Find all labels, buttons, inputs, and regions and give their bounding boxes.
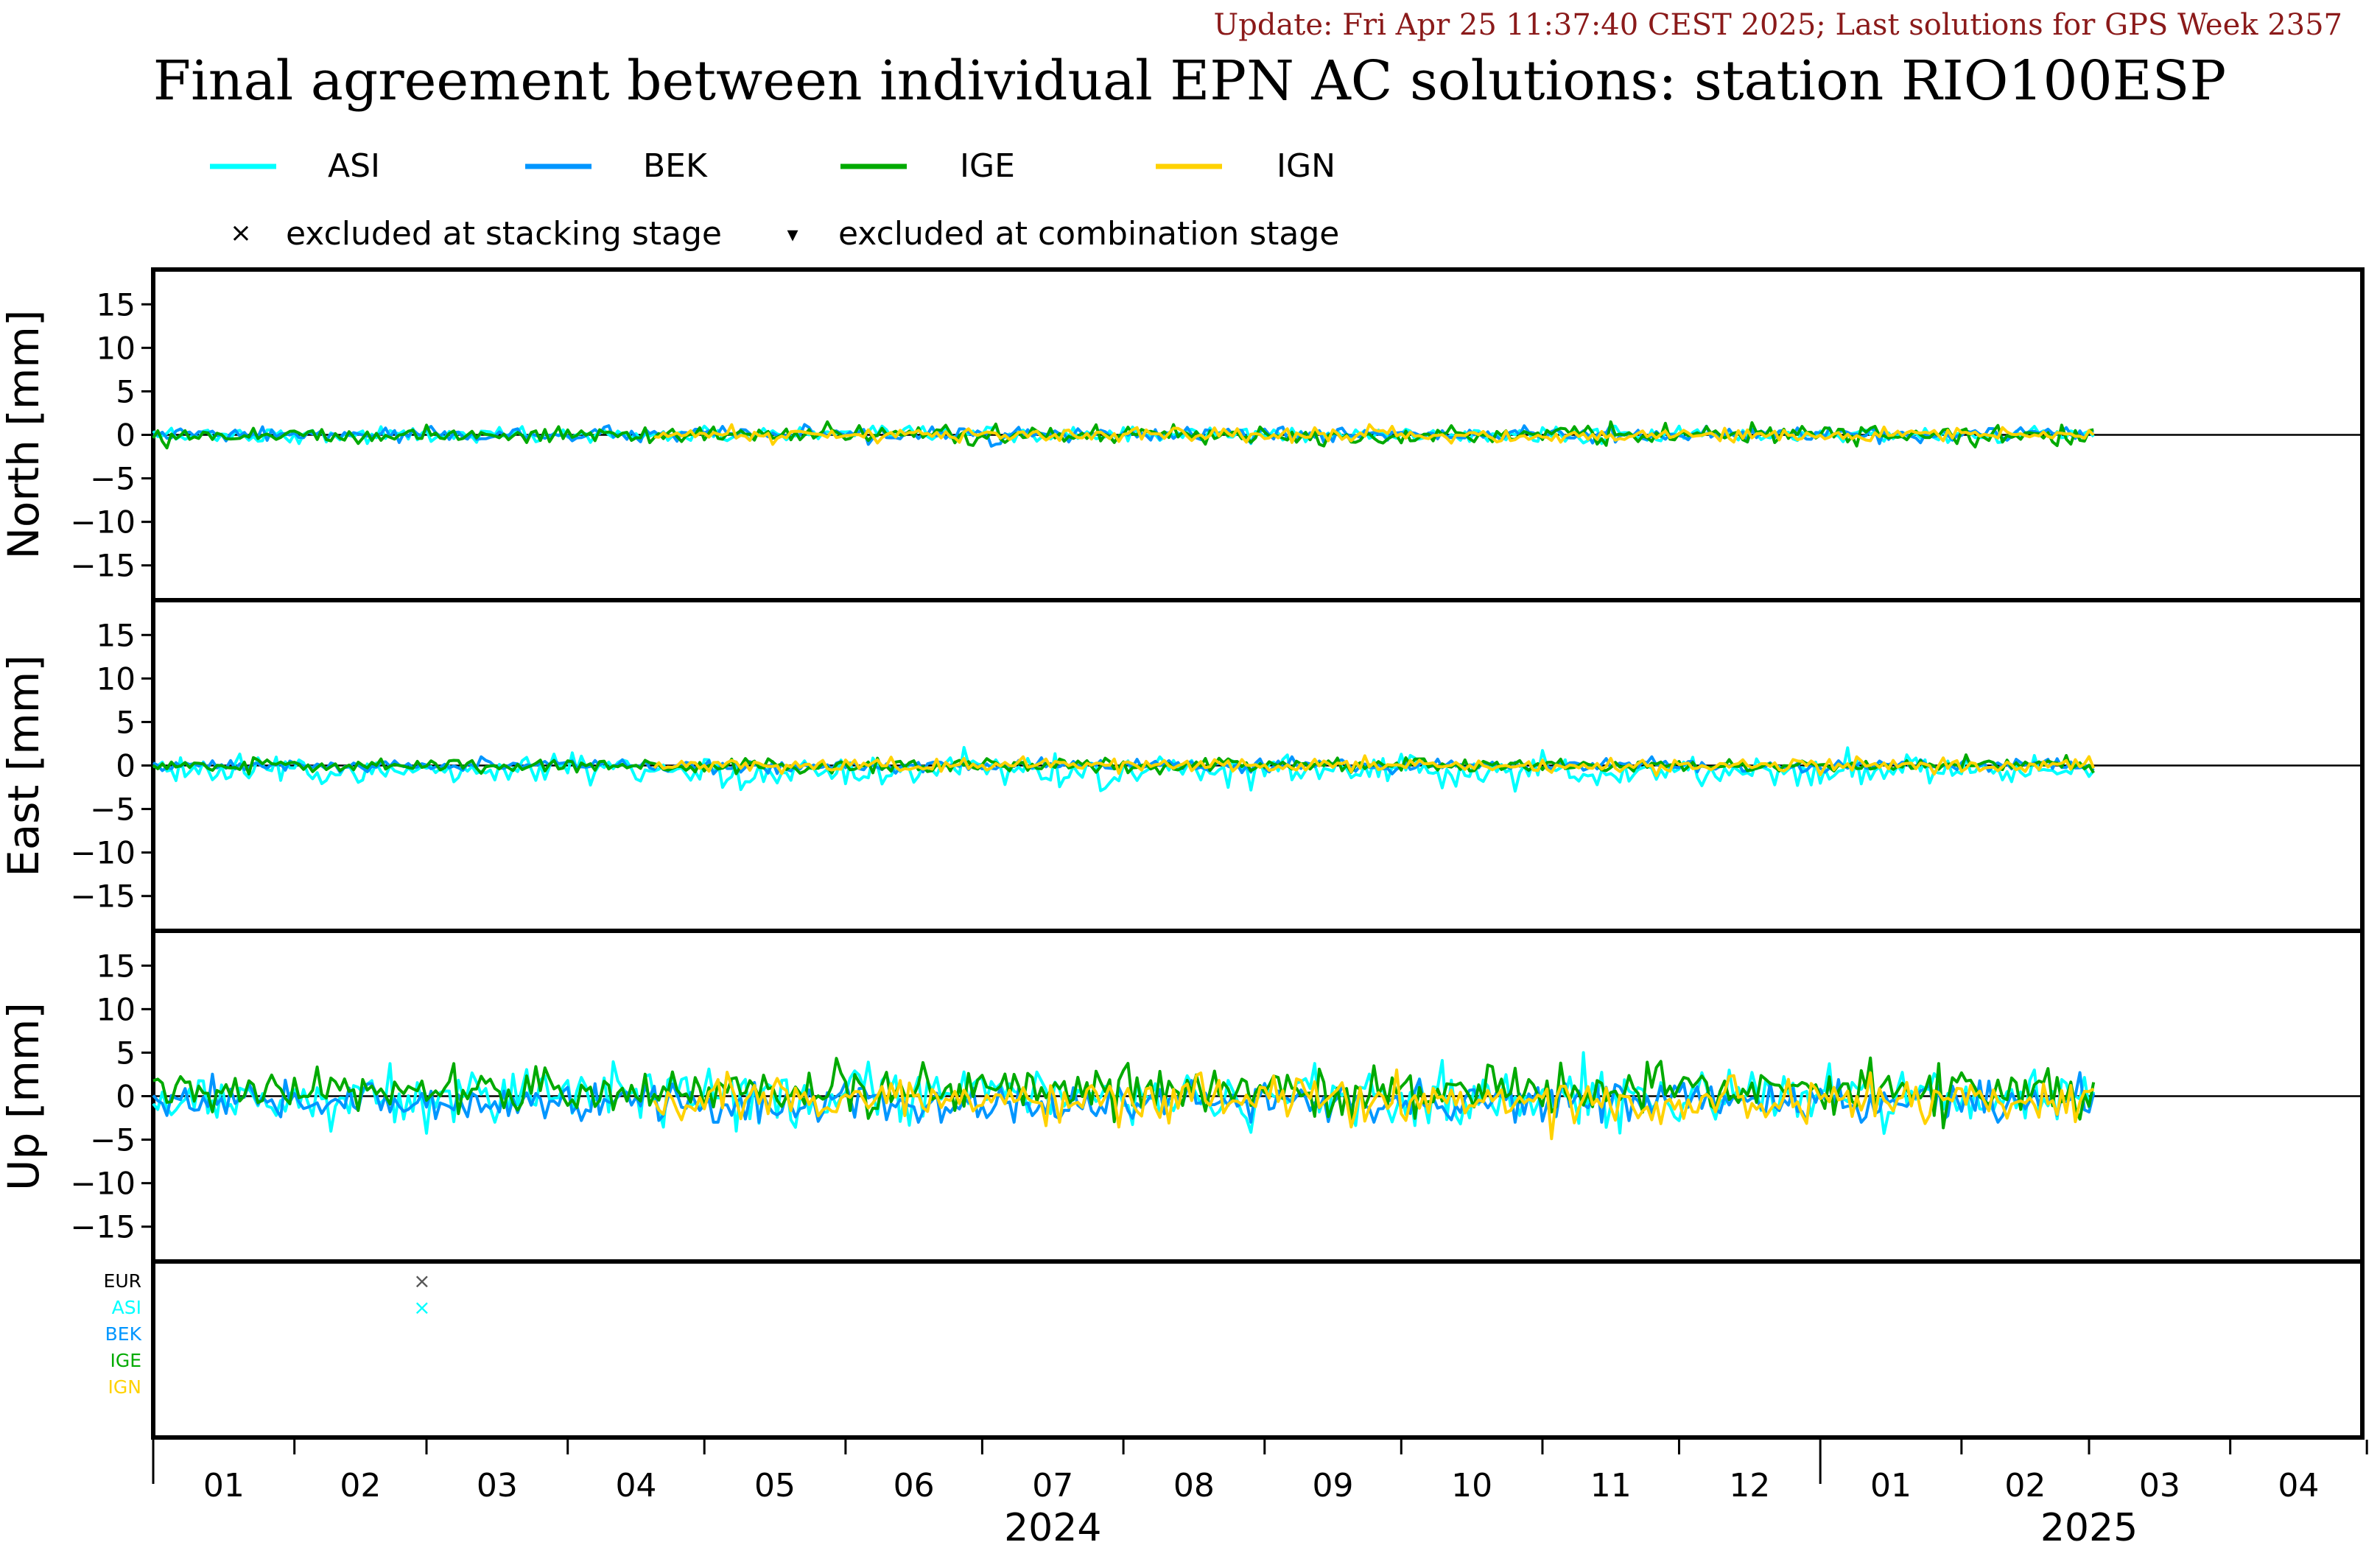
- series-ign-up: [653, 1068, 2095, 1141]
- panel-east-series: [152, 746, 2096, 793]
- exclusion-row-ige: IGE: [110, 1350, 141, 1371]
- x-axis-month-label: 01: [1870, 1467, 1912, 1504]
- legend-label-asi: ASI: [328, 147, 380, 185]
- x-axis-month-label: 04: [615, 1467, 656, 1504]
- panel-east-ytick-label: 10: [96, 661, 136, 697]
- exclusion-panel-frame: [151, 1259, 2365, 1440]
- exclusion-row-eur: EUR: [104, 1270, 141, 1292]
- exclusion-row-ign: IGN: [108, 1376, 141, 1398]
- x-axis-month-label: 08: [1173, 1467, 1215, 1504]
- panel-east-ytick-label: 15: [96, 617, 136, 653]
- series-ige-up: [152, 1056, 2096, 1130]
- x-axis-month-label: 10: [1451, 1467, 1492, 1504]
- x-axis-year-labels: 2024 2025: [1004, 1506, 2138, 1545]
- exclusion-row-bek: BEK: [105, 1323, 142, 1345]
- exclusion-mark: ×: [413, 1295, 430, 1320]
- series-ign-north: [654, 423, 2095, 446]
- legend-marker-stacking-label: excluded at stacking stage: [286, 215, 722, 253]
- exclusion-mark: ×: [413, 1269, 430, 1293]
- legend-item-ige: IGE: [840, 147, 1015, 185]
- legend: ASI BEK IGE IGN × excluded at stacking s…: [210, 147, 1339, 253]
- series-asi-up: [152, 1051, 2096, 1136]
- legend-label-ige: IGE: [960, 147, 1015, 185]
- x-axis-year-label: 2025: [2040, 1506, 2138, 1545]
- panel-east-ytick-label: 5: [116, 704, 136, 740]
- panel-east-ylabel: East [mm]: [0, 655, 49, 877]
- panel-north-ylabel: North [mm]: [0, 310, 49, 560]
- panel-up-ytick-label: 10: [96, 991, 136, 1027]
- update-text: Update: Fri Apr 25 11:37:40 CEST 2025; L…: [1214, 8, 2342, 42]
- series-asi-north: [152, 424, 2095, 446]
- panel-east-ytick-label: −15: [70, 879, 136, 915]
- x-axis-month-label: 02: [340, 1467, 381, 1504]
- x-axis-month-label: 06: [894, 1467, 935, 1504]
- panel-up: Up [mm] 15 10 5 0 −5 −10 −15: [0, 929, 2365, 1264]
- panel-north-ytick-label: 10: [96, 330, 136, 366]
- panel-north-ytick-label: 0: [116, 418, 136, 454]
- panel-up-ylabel: Up [mm]: [0, 1002, 49, 1191]
- x-axis-month-label: 04: [2278, 1467, 2319, 1504]
- panel-north-ytick-label: 15: [96, 286, 136, 323]
- panel-east-ytick-label: −10: [70, 835, 136, 871]
- panel-up-ytick-label: −15: [70, 1209, 136, 1245]
- panel-up-series: [152, 1051, 2096, 1141]
- panel-east-ytick-label: −5: [90, 792, 136, 828]
- panel-up-ytick-label: −5: [90, 1122, 136, 1158]
- legend-marker-combination-icon: ▾: [787, 222, 798, 247]
- panel-up-ytick-label: 15: [96, 948, 136, 984]
- x-axis-month-label: 09: [1313, 1467, 1354, 1504]
- legend-marker-stacking-icon: ×: [230, 218, 252, 248]
- panel-north-ytick-label: −15: [70, 548, 136, 584]
- panel-up-ytick-label: −10: [70, 1166, 136, 1202]
- legend-marker-combination-label: excluded at combination stage: [838, 215, 1339, 253]
- exclusion-marks: ××: [413, 1269, 430, 1320]
- x-axis-ticks: [152, 1440, 2368, 1484]
- x-axis-month-label: 07: [1032, 1467, 1073, 1504]
- legend-item-ign: IGN: [1156, 147, 1335, 185]
- panel-up-ytick-label: 0: [116, 1079, 136, 1115]
- legend-item-asi: ASI: [210, 147, 380, 185]
- x-axis-year-label: 2024: [1004, 1506, 1101, 1545]
- panel-north-ytick-label: −5: [90, 461, 136, 497]
- legend-label-bek: BEK: [643, 147, 708, 185]
- panel-up-ytick-label: 5: [116, 1035, 136, 1071]
- x-axis-month-labels: 01 02 03 04 05 06 07 08 09 10 11 12 01 02 03 04: [203, 1467, 2320, 1504]
- x-axis-month-label: 03: [2139, 1467, 2180, 1504]
- x-axis-month-label: 01: [203, 1467, 245, 1504]
- panel-east-ytick-label: 0: [116, 748, 136, 784]
- panel-east: East [mm] 15 10 5 0 −5 −10 −15: [0, 598, 2365, 933]
- legend-label-ign: IGN: [1277, 147, 1335, 185]
- panel-north-series: [152, 420, 2095, 450]
- panel-north-ytick-label: −10: [70, 504, 136, 541]
- panel-north-ytick-label: 5: [116, 373, 136, 409]
- exclusion-row-asi: ASI: [112, 1297, 141, 1318]
- legend-item-bek: BEK: [525, 147, 708, 185]
- x-axis-month-label: 12: [1729, 1467, 1770, 1504]
- x-axis-month-label: 05: [754, 1467, 796, 1504]
- x-axis-month-label: 02: [2004, 1467, 2046, 1504]
- chart-title: Final agreement between individual EPN A…: [153, 49, 2226, 113]
- panel-north: North [mm] 15 10 5 0 −5 −10 −15: [0, 267, 2365, 602]
- x-axis-month-label: 11: [1590, 1467, 1632, 1504]
- series-ign-east: [653, 754, 2096, 777]
- x-axis: 01 02 03 04 05 06 07 08 09 10 11 12 01 02 03 04 2024 202…: [152, 1440, 2368, 1545]
- x-axis-month-label: 03: [477, 1467, 518, 1504]
- exclusion-panel: EUR ASI BEK IGE IGN ××: [104, 1259, 2365, 1440]
